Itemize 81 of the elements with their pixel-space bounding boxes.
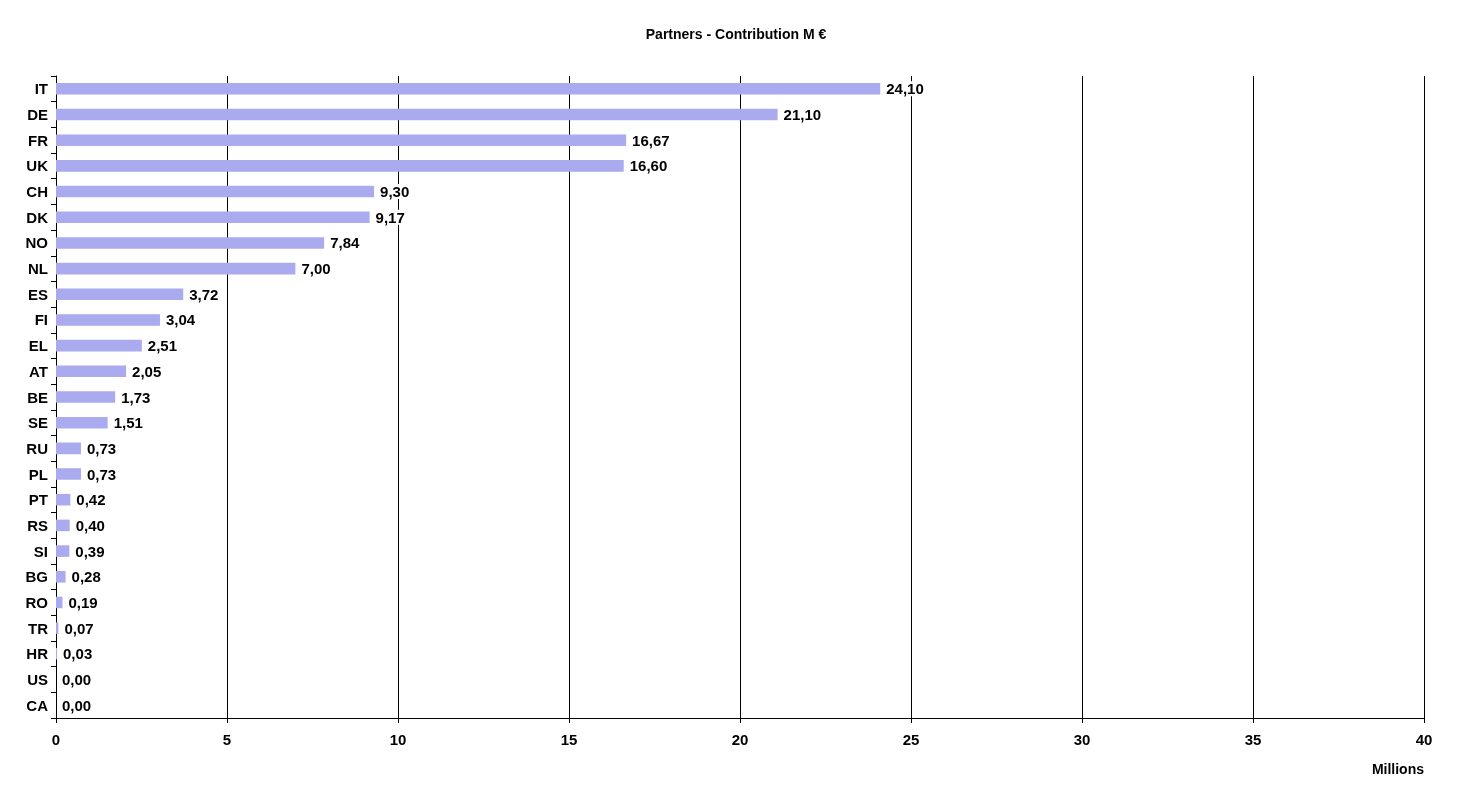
data-label: 0,40 [75,516,105,534]
data-label: 3,04 [165,311,196,329]
data-label: 2,05 [132,362,162,380]
x-tick-label: 0 [51,731,61,748]
y-tick-label: DK [26,208,49,226]
data-label: 0,73 [86,439,117,457]
bar [56,468,81,480]
y-tick-label: HR [26,645,49,663]
data-label: 0,39 [75,542,105,560]
y-tick-label: BG [25,568,48,586]
y-tick-label: NL [28,260,48,278]
x-tick-label: 15 [560,731,578,748]
bar [56,416,108,429]
x-tick-label: 25 [902,731,920,748]
bar [56,185,375,198]
x-tick-label: 10 [389,731,407,748]
bar [56,519,70,532]
y-tick-label: RS [27,516,48,534]
data-label: 16,67 [632,131,670,149]
data-label: 24,10 [886,80,924,98]
y-tick-label: UK [26,157,49,175]
bar [56,237,325,249]
x-tick-label: 35 [1244,731,1262,748]
y-tick-label: RU [26,439,48,457]
bar [56,211,370,224]
y-tick-label: PL [28,465,48,483]
data-label: 0,00 [62,696,92,714]
bar [56,108,778,121]
bar [56,262,296,275]
x-tick-label: 5 [222,731,232,748]
y-tick-label: BE [27,388,48,406]
data-label: 0,07 [64,619,94,637]
data-label: 1,51 [113,414,143,432]
y-tick-label: FR [28,131,49,149]
y-tick-label: FI [34,311,48,329]
bar [56,339,142,352]
data-label: 0,73 [86,465,117,483]
data-label: 7,00 [301,260,331,278]
y-tick-label: SI [33,542,48,560]
data-label: 3,72 [189,285,219,303]
x-axis-title: Millions [1371,761,1425,777]
y-tick-label: US [27,670,48,688]
bar [56,314,160,326]
y-tick-label: CH [26,183,48,201]
data-label: 7,84 [330,234,360,252]
y-tick-label: ES [27,285,48,303]
y-tick-label: CA [26,696,49,714]
bar [56,134,627,146]
data-label: 9,30 [380,183,410,201]
bar [56,545,70,557]
bar [56,570,66,583]
data-label: 16,60 [629,157,668,175]
y-tick-label: TR [28,619,49,637]
y-tick-label: DE [27,106,48,124]
bar [56,442,81,455]
bar [56,365,127,378]
bar [56,288,184,301]
y-tick-label: IT [34,80,48,98]
data-label: 0,19 [68,593,98,611]
x-tick-label: 20 [731,731,749,748]
data-label: 2,51 [147,337,178,355]
data-label: 0,03 [63,645,93,663]
y-tick-label: EL [28,337,48,355]
y-tick-label: AT [29,362,48,380]
bar [56,493,71,506]
data-label: 0,00 [62,670,92,688]
bar [56,391,116,403]
data-label: 9,17 [375,208,405,226]
data-label: 21,10 [783,106,822,124]
x-tick-label: 40 [1415,731,1433,748]
y-tick-label: PT [28,491,48,509]
y-tick-label: RO [25,593,49,611]
data-label: 0,28 [71,568,101,586]
bar [56,83,881,95]
y-tick-label: SE [27,414,48,432]
data-label: 0,42 [76,491,106,509]
x-tick-label: 30 [1073,731,1091,748]
bar [56,160,624,172]
data-label: 1,73 [121,388,151,406]
chart-title: Partners - Contribution M € [645,26,827,42]
y-tick-label: NO [25,234,49,252]
